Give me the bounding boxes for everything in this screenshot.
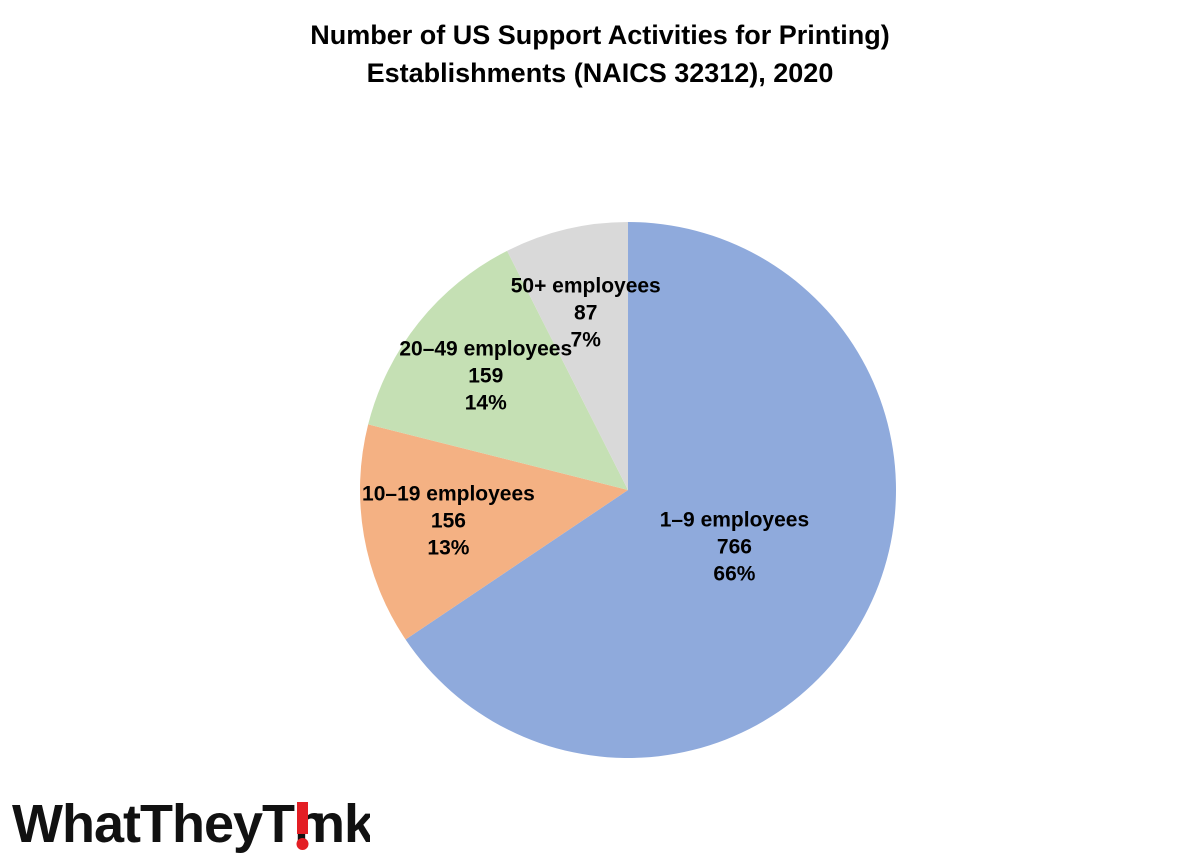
logo-wordmark: WhatTheyTh nk [12, 794, 370, 854]
slice-category-label: 50+ employees [510, 274, 661, 298]
pie-slice [368, 250, 628, 490]
svg-text:WhatTheyTh: WhatTheyTh [12, 794, 326, 854]
chart-title-line-2: Establishments (NAICS 32312), 2020 [366, 58, 834, 88]
slice-percent-label: 66% [713, 562, 756, 586]
slice-value-label: 766 [716, 535, 752, 559]
slice-category-label: 20–49 employees [399, 337, 573, 361]
slice-value-label: 87 [574, 301, 598, 325]
slice-category-label: 10–19 employees [362, 482, 535, 506]
slice-percent-label: 7% [570, 328, 601, 352]
logo-exclamation-dot [296, 838, 309, 850]
slice-value-label: 156 [430, 509, 466, 533]
chart-title-line-1: Number of US Support Activities for Prin… [310, 20, 890, 50]
slice-data-label: 1–9 employees 766 66% [660, 506, 809, 587]
slice-percent-label: 13% [427, 536, 470, 560]
pie-slice [360, 424, 628, 640]
slice-data-label: 20–49 employees 159 14% [399, 336, 572, 417]
pie-slice [507, 222, 628, 490]
pie-slice [405, 222, 896, 758]
logo-exclamation-bar [297, 802, 308, 834]
slice-data-label: 10–19 employees 156 13% [362, 481, 535, 562]
slice-category-label: 1–9 employees [659, 508, 810, 532]
chart-title: Number of US Support Activities for Prin… [0, 16, 1200, 92]
slice-data-label: 50+ employees 87 7% [511, 272, 661, 353]
slice-percent-label: 14% [464, 391, 507, 415]
slice-value-label: 159 [468, 364, 504, 388]
svg-text:nk: nk [312, 794, 370, 854]
